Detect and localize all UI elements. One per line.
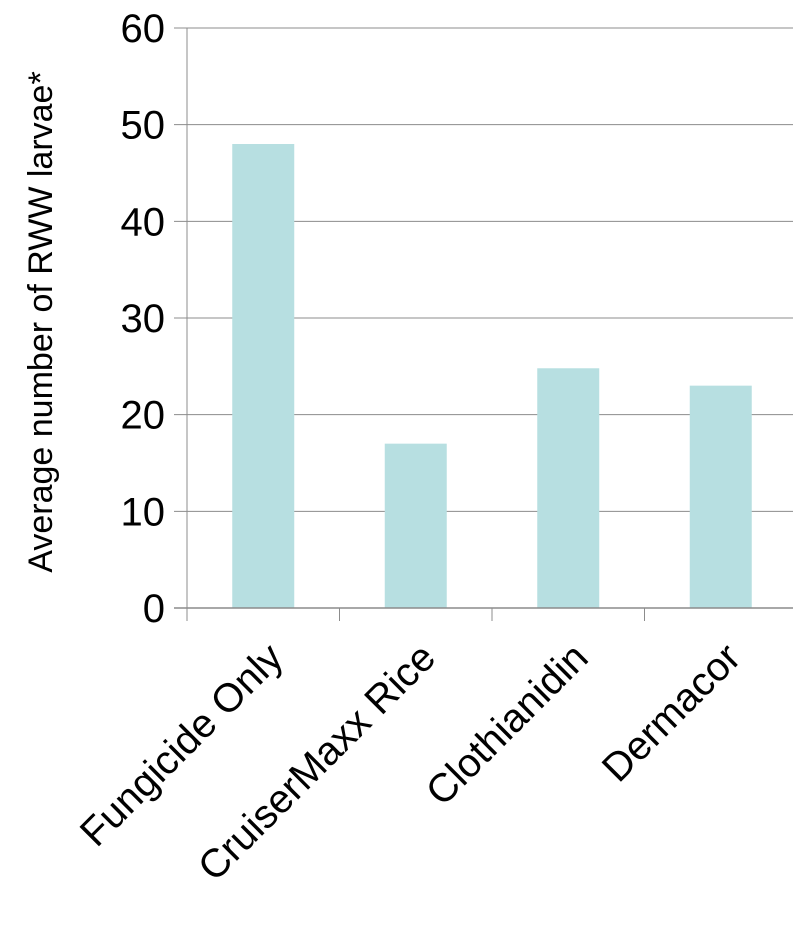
y-axis-title: Average number of RWW larvae* bbox=[22, 71, 60, 572]
bars bbox=[232, 144, 752, 608]
bar-dermacor bbox=[689, 385, 752, 608]
y-tick-label-10: 10 bbox=[121, 490, 166, 534]
y-tick-label-60: 60 bbox=[121, 7, 166, 51]
y-tick-label-20: 20 bbox=[121, 394, 166, 438]
y-tick-label-30: 30 bbox=[121, 297, 166, 341]
bar-clothianidin bbox=[537, 368, 600, 608]
y-tick-label-40: 40 bbox=[121, 200, 166, 244]
y-tick-label-0: 0 bbox=[143, 587, 165, 631]
bar-cruisermaxx-rice bbox=[384, 443, 447, 608]
y-tick-label-50: 50 bbox=[121, 104, 166, 148]
category-label-clothianidin: Clothianidin bbox=[418, 635, 597, 814]
y-tick-labels: 0 10 20 30 40 50 60 bbox=[121, 7, 166, 631]
bar-fungicide-only bbox=[232, 144, 295, 608]
axes bbox=[174, 28, 793, 621]
category-label-dermacor: Dermacor bbox=[594, 635, 749, 790]
